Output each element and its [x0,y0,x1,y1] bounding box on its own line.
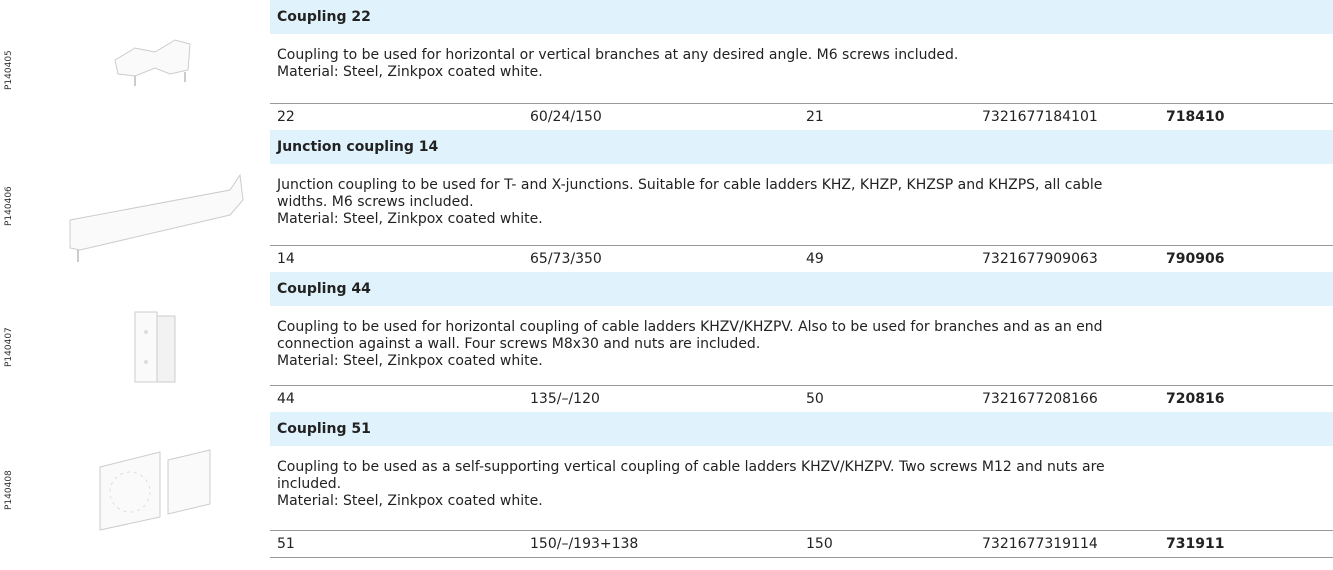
product-code: P140406 [4,186,14,226]
product-title: Coupling 22 [270,0,1333,34]
data-cell: 731911 [1166,536,1225,552]
data-cell: 7321677184101 [982,109,1098,125]
data-cell: 7321677319114 [982,536,1098,552]
product-data-row: 22 60/24/150 21 7321677184101 718410 [270,103,1333,131]
product-title: Coupling 44 [270,272,1333,306]
product-code: P140408 [4,469,14,510]
product-data-row: 14 65/73/350 49 7321677909063 790906 [270,245,1333,273]
description-line: Material: Steel, Zinkpox coated white. [277,353,543,369]
data-cell: 790906 [1166,251,1225,267]
data-cell: 51 [277,536,295,552]
product-code: P140407 [4,327,14,367]
description-line: Material: Steel, Zinkpox coated white. [277,493,543,509]
data-cell: 7321677909063 [982,251,1098,267]
product-code: P140405 [4,50,14,90]
description-line: Material: Steel, Zinkpox coated white. [277,211,543,227]
description-line: Coupling to be used for horizontal or ve… [277,47,959,63]
description-line: Coupling to be used as a self-supporting… [277,459,1105,475]
data-cell: 720816 [1166,391,1225,407]
product-description: Coupling to be used as a self-supporting… [277,459,1105,510]
product-block: P140406 Junction coupling 14 Junction coup… [0,130,1333,274]
data-cell: 49 [806,251,824,267]
data-cell: 22 [277,109,295,125]
data-cell: 21 [806,109,824,125]
product-block: P140407 Coupling 44 Coupling to be used fo… [0,272,1333,413]
product-block: P140408 Coupling 51 Coupling to be used as… [0,412,1333,558]
product-description: Coupling to be used for horizontal or ve… [277,47,958,81]
data-cell: 135/–/120 [530,391,600,407]
product-image [60,170,250,274]
product-title: Junction coupling 14 [270,130,1333,164]
product-image [60,302,250,396]
data-cell: 44 [277,391,295,407]
description-line: included. [277,476,342,492]
product-title: Coupling 51 [270,412,1333,446]
description-line: Junction coupling to be used for T- and … [277,177,1103,193]
product-image [60,30,250,94]
description-line: connection against a wall. Four screws M… [277,336,761,352]
product-data-row: 44 135/–/120 50 7321677208166 720816 [270,385,1333,413]
data-cell: 150 [806,536,833,552]
product-data-row: 51 150/–/193+138 150 7321677319114 731911 [270,530,1333,558]
data-cell: 65/73/350 [530,251,602,267]
description-line: Material: Steel, Zinkpox coated white. [277,64,543,80]
data-cell: 718410 [1166,109,1225,125]
data-cell: 7321677208166 [982,391,1098,407]
description-line: widths. M6 screws included. [277,194,474,210]
data-cell: 60/24/150 [530,109,602,125]
data-cell: 50 [806,391,824,407]
product-image [60,442,250,536]
data-cell: 14 [277,251,295,267]
data-cell: 150/–/193+138 [530,536,639,552]
product-description: Junction coupling to be used for T- and … [277,177,1102,228]
product-description: Coupling to be used for horizontal coupl… [277,319,1103,370]
description-line: Coupling to be used for horizontal coupl… [277,319,1103,335]
product-block: P140405 Coupling 22 Coupling to be used fo… [0,0,1333,131]
